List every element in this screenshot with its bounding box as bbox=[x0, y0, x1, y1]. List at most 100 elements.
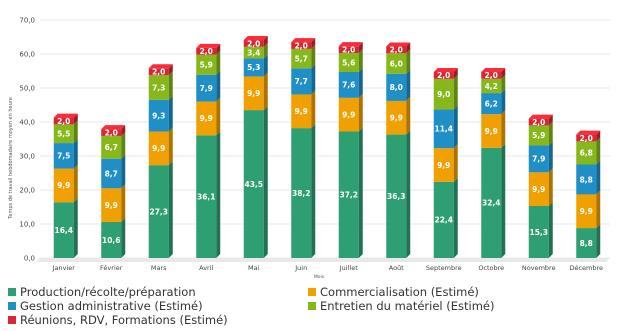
bar-segment-side bbox=[121, 125, 126, 136]
bar-segment-side bbox=[168, 127, 173, 166]
data-label: 6,7 bbox=[105, 143, 118, 152]
x-tick-label: Novembre bbox=[522, 264, 556, 272]
data-label: 5,9 bbox=[200, 61, 213, 70]
x-axis-label: Mois bbox=[314, 274, 325, 280]
data-label: 6,8 bbox=[580, 149, 593, 158]
y-tick-label: 20,0 bbox=[19, 187, 35, 195]
data-label: 9,9 bbox=[295, 107, 308, 116]
data-label: 7,3 bbox=[152, 83, 165, 92]
data-label: 7,5 bbox=[57, 152, 70, 161]
bar-segment bbox=[196, 74, 217, 102]
bar-top bbox=[101, 125, 126, 130]
data-label: 2,0 bbox=[342, 45, 355, 54]
legend-swatch bbox=[8, 302, 16, 310]
bar-segment bbox=[53, 202, 74, 258]
data-label: 36,3 bbox=[387, 192, 406, 201]
data-label: 9,9 bbox=[342, 110, 355, 119]
bar-segment-side bbox=[548, 201, 553, 258]
bar-segment-side bbox=[406, 96, 411, 135]
y-axis-ticks: 0,0 10,0 20,0 30,0 40,0 50,0 60,0 70,0 bbox=[19, 17, 35, 263]
bar-top bbox=[576, 130, 601, 135]
bar-segment-side bbox=[501, 143, 506, 258]
x-tick-label: Mars bbox=[151, 264, 167, 272]
bar-segment bbox=[433, 181, 454, 258]
data-label: 37,2 bbox=[339, 191, 358, 200]
bar-segment bbox=[338, 52, 359, 73]
bar-top bbox=[196, 43, 221, 48]
bar-segment-side bbox=[73, 198, 78, 258]
bar-segment-side bbox=[168, 64, 173, 76]
bar-segment bbox=[148, 131, 169, 166]
x-tick-label: Décembre bbox=[569, 264, 603, 272]
x-tick-label: Septembre bbox=[426, 264, 462, 272]
legend-swatch bbox=[308, 302, 316, 310]
data-label: 9,3 bbox=[152, 112, 165, 121]
x-tick-label: Juin bbox=[294, 264, 307, 272]
bar-segment-side bbox=[596, 224, 601, 258]
bar-segment-side bbox=[263, 54, 268, 77]
legend-item: Production/récolte/préparation bbox=[8, 285, 196, 299]
bar-segment bbox=[576, 164, 597, 195]
data-label: 3,4 bbox=[247, 48, 260, 57]
bar-segment-side bbox=[596, 160, 601, 195]
bar-segment-side bbox=[168, 71, 173, 100]
bar-top bbox=[291, 38, 316, 43]
data-label: 9,9 bbox=[532, 185, 545, 194]
data-label: 8,0 bbox=[390, 83, 403, 92]
bars: 16,4 9,9 7,5 5,5 2,0 10,6 9,9 8,7 6,7 2,0 27,3 9,9 9… bbox=[53, 36, 601, 259]
data-label: 2,0 bbox=[437, 71, 450, 80]
bar-segment-side bbox=[596, 137, 601, 165]
data-label: 5,5 bbox=[57, 130, 70, 139]
data-label: 6,0 bbox=[390, 59, 403, 68]
bar-segment-side bbox=[263, 36, 268, 47]
bar-segment bbox=[196, 101, 217, 136]
data-label: 9,9 bbox=[437, 161, 450, 170]
data-label: 9,9 bbox=[200, 114, 213, 123]
x-tick-label: Janvier bbox=[52, 264, 76, 272]
legend-label: Réunions, RDV, Formations (Estimé) bbox=[20, 313, 228, 327]
bar-top bbox=[481, 68, 506, 73]
bar-segment-side bbox=[311, 90, 316, 129]
bar-segment-side bbox=[121, 131, 126, 159]
bar-segment bbox=[291, 68, 312, 95]
bar-segment bbox=[101, 129, 122, 136]
bar-segment-side bbox=[358, 42, 363, 53]
bar-segment bbox=[291, 128, 312, 258]
bar-segment-side bbox=[73, 120, 78, 144]
data-label: 5,3 bbox=[247, 63, 260, 72]
bar-segment-side bbox=[216, 97, 221, 136]
bar-segment-side bbox=[311, 38, 316, 49]
data-label: 9,9 bbox=[485, 127, 498, 136]
bar-segment-side bbox=[216, 43, 221, 55]
data-label: 38,2 bbox=[292, 189, 311, 198]
bar-segment bbox=[481, 147, 502, 258]
legend-item: Gestion administrative (Estimé) bbox=[8, 299, 203, 313]
legend-label: Commercialisation (Estimé) bbox=[320, 285, 479, 299]
bar-segment-side bbox=[453, 177, 458, 258]
bar-segment bbox=[338, 97, 359, 132]
data-label: 7,9 bbox=[200, 84, 213, 93]
y-tick-label: 70,0 bbox=[19, 17, 35, 25]
bar-segment bbox=[196, 47, 217, 55]
bar-segment-side bbox=[311, 44, 316, 69]
bar-segment-side bbox=[548, 141, 553, 173]
data-label: 2,0 bbox=[57, 117, 70, 126]
x-tick-label: Avril bbox=[199, 264, 213, 272]
bar-segment bbox=[291, 94, 312, 129]
legend-item: Réunions, RDV, Formations (Estimé) bbox=[8, 313, 228, 327]
bar-segment-side bbox=[73, 113, 78, 125]
legend-swatch bbox=[308, 288, 316, 296]
legend-label: Production/récolte/préparation bbox=[20, 285, 196, 299]
bar-top bbox=[53, 113, 78, 118]
bar-segment-side bbox=[121, 217, 126, 258]
bar-segment bbox=[243, 40, 264, 47]
data-label: 2,0 bbox=[200, 47, 213, 56]
bar-segment bbox=[101, 158, 122, 189]
data-label: 5,7 bbox=[295, 54, 308, 63]
bar-segment bbox=[386, 134, 407, 258]
bar-segment bbox=[481, 72, 502, 79]
bar-segment bbox=[481, 93, 502, 115]
bar-segment bbox=[101, 135, 122, 159]
data-label: 10,6 bbox=[102, 236, 121, 245]
bar-segment-side bbox=[358, 93, 363, 132]
